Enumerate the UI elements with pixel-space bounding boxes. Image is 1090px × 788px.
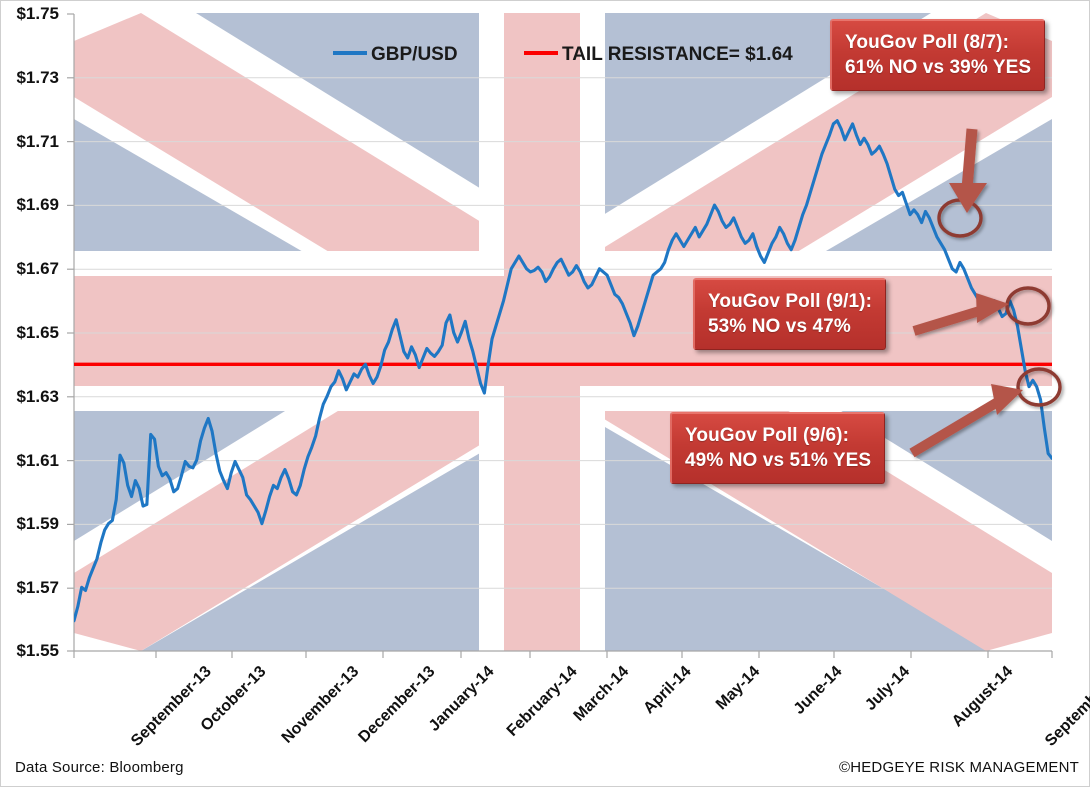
y-tick-label: $1.57	[16, 578, 59, 598]
callout-line-2: 49% NO vs 51% YES	[685, 450, 872, 472]
annotation-arrow-3	[909, 384, 1023, 458]
legend-label: GBP/USD	[371, 44, 458, 65]
callout-line-2: 61% NO vs 39% YES	[845, 57, 1032, 79]
gbpusd-line	[74, 119, 1052, 623]
annotation-circle-2	[1005, 286, 1051, 326]
x-axis-ticks	[73, 651, 1053, 658]
annotation-arrow-2	[912, 293, 1009, 336]
legend-item-tail-resistance: TAIL RESISTANCE= $1.64	[524, 44, 793, 66]
annotation-markers	[909, 128, 1062, 458]
callout-line-1: YouGov Poll (9/6):	[685, 425, 850, 446]
callout-line-2: 53% NO vs 47%	[708, 316, 851, 338]
legend-item-gbpusd: GBP/USD	[333, 44, 458, 66]
callout-line-1: YouGov Poll (8/7):	[845, 32, 1010, 53]
y-tick-label: $1.59	[16, 514, 59, 534]
y-tick-label: $1.73	[16, 67, 59, 87]
y-tick-label: $1.75	[16, 4, 59, 23]
annotation-callout-poll-87: YouGov Poll (8/7): 61% NO vs 39% YES	[830, 19, 1046, 92]
annotation-arrow-1	[949, 128, 987, 213]
union-jack-background	[74, 13, 1052, 651]
annotation-callout-poll-91: YouGov Poll (9/1): 53% NO vs 47%	[693, 278, 887, 351]
data-source-label: Data Source: Bloomberg	[15, 759, 184, 776]
legend-swatch-line-icon	[524, 51, 558, 56]
callout-line-1: YouGov Poll (9/1):	[708, 291, 873, 312]
y-tick-label: $1.71	[16, 131, 59, 151]
y-tick-label: $1.67	[16, 259, 59, 279]
y-tick-label: $1.65	[16, 323, 59, 342]
y-tick-label: $1.55	[16, 641, 59, 660]
y-tick-label: $1.61	[16, 450, 59, 470]
legend-swatch-line-icon	[333, 51, 367, 56]
copyright-label: ©HEDGEYE RISK MANAGEMENT	[838, 759, 1079, 776]
legend-label: TAIL RESISTANCE= $1.64	[562, 44, 793, 65]
y-tick-label: $1.63	[16, 386, 59, 406]
annotation-callout-poll-96: YouGov Poll (9/6): 49% NO vs 51% YES	[670, 412, 886, 485]
y-axis-ticks	[67, 13, 74, 652]
y-tick-label: $1.69	[16, 195, 59, 215]
annotation-circle-3	[1016, 367, 1062, 407]
